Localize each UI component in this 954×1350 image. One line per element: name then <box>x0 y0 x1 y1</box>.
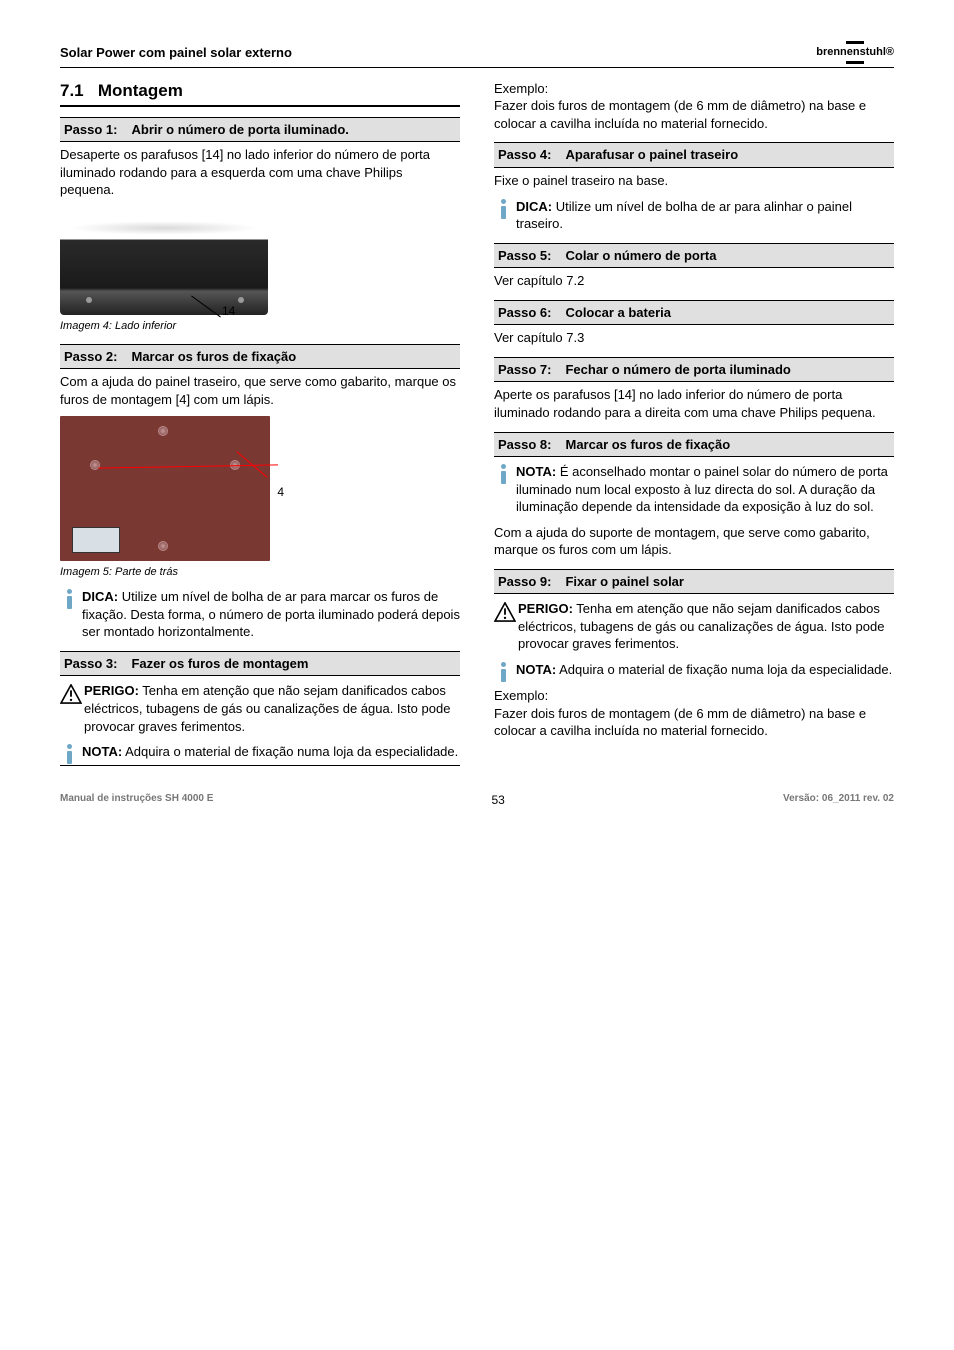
step-3-label: Passo 3: <box>64 655 117 673</box>
step-1-title: Abrir o número de porta iluminado. <box>131 121 348 139</box>
page-footer: Manual de instruções SH 4000 E 53 Versão… <box>60 792 894 808</box>
figure-4-ref: 14 <box>222 303 235 319</box>
tip-1-body: Utilize um nível de bolha de ar para mar… <box>82 589 460 639</box>
figure-4-image: 14 <box>60 207 268 315</box>
info-icon <box>494 663 514 683</box>
content-columns: 7.1 Montagem Passo 1: Abrir o número de … <box>60 80 894 774</box>
step-7-body: Aperte os parafusos [14] no lado inferio… <box>494 386 894 421</box>
step-4-label: Passo 4: <box>498 146 551 164</box>
step-2-label: Passo 2: <box>64 348 117 366</box>
danger-2-label: PERIGO: <box>518 601 573 616</box>
footer-page: 53 <box>492 792 505 808</box>
tip-1: DICA: Utilize um nível de bolha de ar pa… <box>60 588 460 641</box>
tip-2-body: Utilize um nível de bolha de ar para ali… <box>516 199 852 232</box>
step-5-body: Ver capítulo 7.2 <box>494 272 894 290</box>
step-8-head: Passo 8: Marcar os furos de fixação <box>494 432 894 458</box>
step-8-body2: Com a ajuda do suporte de montagem, que … <box>494 524 894 559</box>
step-7-title: Fechar o número de porta iluminado <box>565 361 790 379</box>
doc-title: Solar Power com painel solar externo <box>60 44 292 62</box>
figure-4-caption: Imagem 4: Lado inferior <box>60 319 460 334</box>
figure-5-caption: Imagem 5: Parte de trás <box>60 565 460 580</box>
figure-5-ref: 4 <box>277 484 284 500</box>
note-1-body: Adquira o material de fixação numa loja … <box>122 744 458 759</box>
tip-2-label: DICA: <box>516 199 552 214</box>
note-2: NOTA: É aconselhado montar o painel sola… <box>494 463 894 516</box>
note-3: NOTA: Adquira o material de fixação numa… <box>494 661 894 679</box>
step-9-head: Passo 9: Fixar o painel solar <box>494 569 894 595</box>
exemplo-1-label: Exemplo: <box>494 81 548 96</box>
note-2-label: NOTA: <box>516 464 556 479</box>
tip-1-label: DICA: <box>82 589 118 604</box>
step-6-title: Colocar a bateria <box>565 304 671 322</box>
step-7-label: Passo 7: <box>498 361 551 379</box>
step-4-title: Aparafusar o painel traseiro <box>565 146 738 164</box>
danger-2-body: Tenha em atenção que não sejam danificad… <box>518 601 884 651</box>
danger-1: PERIGO: Tenha em atenção que não sejam d… <box>60 682 460 735</box>
step-9-title: Fixar o painel solar <box>565 573 684 591</box>
danger-1-label: PERIGO: <box>84 683 139 698</box>
figure-5-image <box>60 416 270 561</box>
step-3-title: Fazer os furos de montagem <box>131 655 308 673</box>
left-column: 7.1 Montagem Passo 1: Abrir o número de … <box>60 80 460 774</box>
step-2-body: Com a ajuda do painel traseiro, que serv… <box>60 373 460 408</box>
exemplo-1-body: Fazer dois furos de montagem (de 6 mm de… <box>494 98 866 131</box>
info-icon <box>494 200 514 220</box>
step-2-title: Marcar os furos de fixação <box>131 348 296 366</box>
page-header: Solar Power com painel solar externo bre… <box>60 40 894 68</box>
step-4-body: Fixe o painel traseiro na base. <box>494 172 894 190</box>
step-8-label: Passo 8: <box>498 436 551 454</box>
right-column: Exemplo: Fazer dois furos de montagem (d… <box>494 80 894 774</box>
figure-4: 14 <box>60 207 460 315</box>
note-2-body: É aconselhado montar o painel solar do n… <box>516 464 888 514</box>
footer-right: Versão: 06_2011 rev. 02 <box>783 792 894 808</box>
step-5-label: Passo 5: <box>498 247 551 265</box>
danger-2: PERIGO: Tenha em atenção que não sejam d… <box>494 600 894 653</box>
step-5-title: Colar o número de porta <box>565 247 716 265</box>
figure-5: 4 <box>60 416 270 561</box>
step-1-label: Passo 1: <box>64 121 117 139</box>
step-1-head: Passo 1: Abrir o número de porta ilumina… <box>60 117 460 143</box>
step-3-head: Passo 3: Fazer os furos de montagem <box>60 651 460 677</box>
exemplo-2-label: Exemplo: <box>494 688 548 703</box>
warning-icon <box>60 684 82 709</box>
note-1-label: NOTA: <box>82 744 122 759</box>
step-2-head: Passo 2: Marcar os furos de fixação <box>60 344 460 370</box>
step-1-body: Desaperte os parafusos [14] no lado infe… <box>60 146 460 199</box>
step-7-head: Passo 7: Fechar o número de porta ilumin… <box>494 357 894 383</box>
section-number: 7.1 <box>60 81 84 100</box>
tip-2: DICA: Utilize um nível de bolha de ar pa… <box>494 198 894 233</box>
section-title: 7.1 Montagem <box>60 80 460 107</box>
note-3-body: Adquira o material de fixação numa loja … <box>556 662 892 677</box>
step-4-head: Passo 4: Aparafusar o painel traseiro <box>494 142 894 168</box>
note-1: NOTA: Adquira o material de fixação numa… <box>60 743 460 766</box>
step-5-head: Passo 5: Colar o número de porta <box>494 243 894 269</box>
info-icon <box>60 590 80 610</box>
exemplo-2-body: Fazer dois furos de montagem (de 6 mm de… <box>494 706 866 739</box>
warning-icon <box>494 602 516 627</box>
footer-left: Manual de instruções SH 4000 E <box>60 792 213 808</box>
step-9-label: Passo 9: <box>498 573 551 591</box>
step-6-label: Passo 6: <box>498 304 551 322</box>
info-icon <box>60 745 80 765</box>
note-3-label: NOTA: <box>516 662 556 677</box>
danger-1-body: Tenha em atenção que não sejam danificad… <box>84 683 450 733</box>
brand-logo: brennenstuhl® <box>816 40 894 65</box>
step-8-title: Marcar os furos de fixação <box>565 436 730 454</box>
section-name: Montagem <box>98 81 183 100</box>
info-icon <box>494 465 514 485</box>
step-6-head: Passo 6: Colocar a bateria <box>494 300 894 326</box>
step-6-body: Ver capítulo 7.3 <box>494 329 894 347</box>
brand-text: brennenstuhl® <box>816 46 894 58</box>
